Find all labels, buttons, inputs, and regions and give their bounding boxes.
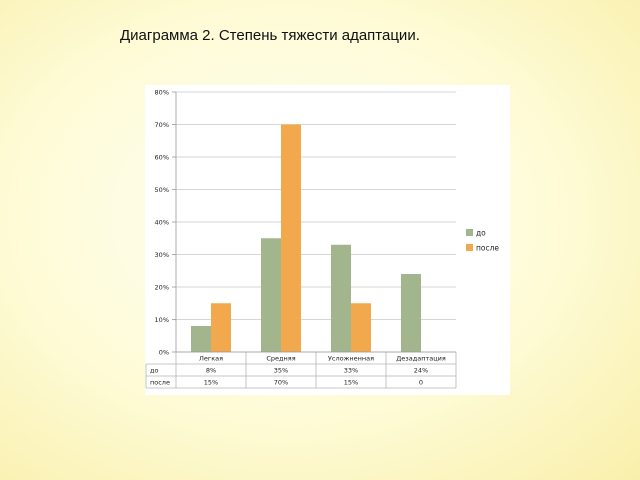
legend-label: до (476, 229, 486, 238)
bar-до (331, 244, 351, 352)
x-category-label: Усложненная (328, 355, 374, 363)
legend-label: после (476, 244, 499, 253)
bar-после (281, 124, 301, 352)
y-tick-label: 30% (155, 251, 169, 259)
y-tick-label: 70% (155, 121, 169, 129)
y-tick-label: 40% (155, 219, 169, 227)
slide-title: Диаграмма 2. Степень тяжести адаптации. (120, 27, 420, 44)
y-tick-label: 60% (155, 154, 169, 162)
x-category-label: Легкая (199, 355, 223, 363)
table-cell: 33% (344, 367, 358, 375)
y-tick-label: 80% (155, 89, 169, 97)
y-axis-ticks: 0% 10% 20% 30% 40% 50% 60% 70% 80% (155, 89, 169, 357)
legend-swatch-после (466, 244, 473, 251)
x-category-label: Дезадаптация (396, 355, 446, 363)
table-cell: 35% (274, 367, 288, 375)
data-table: Легкая Средняя Усложненная Дезадаптация до 8%… (145, 351, 457, 389)
bar-до (261, 238, 281, 352)
table-cell: 70% (274, 379, 288, 387)
y-tick-label: 50% (155, 186, 169, 194)
table-cell: 8% (206, 367, 216, 375)
table-cell: 15% (344, 379, 358, 387)
table-row-label: до (150, 367, 158, 375)
bar-до (401, 274, 421, 352)
table-cell: 0 (419, 379, 423, 387)
legend: до после (466, 229, 499, 253)
x-category-label: Средняя (266, 355, 295, 363)
bar-до (191, 326, 211, 352)
bars (191, 124, 421, 352)
bar-после (351, 303, 371, 352)
legend-swatch-до (466, 229, 473, 236)
y-tick-label: 10% (155, 316, 169, 324)
y-tick-label: 0% (159, 349, 169, 357)
table-row-label: после (150, 379, 170, 387)
bar-после (211, 303, 231, 352)
table-cell: 24% (414, 367, 428, 375)
table-cell: 15% (204, 379, 218, 387)
y-tick-label: 20% (155, 284, 169, 292)
